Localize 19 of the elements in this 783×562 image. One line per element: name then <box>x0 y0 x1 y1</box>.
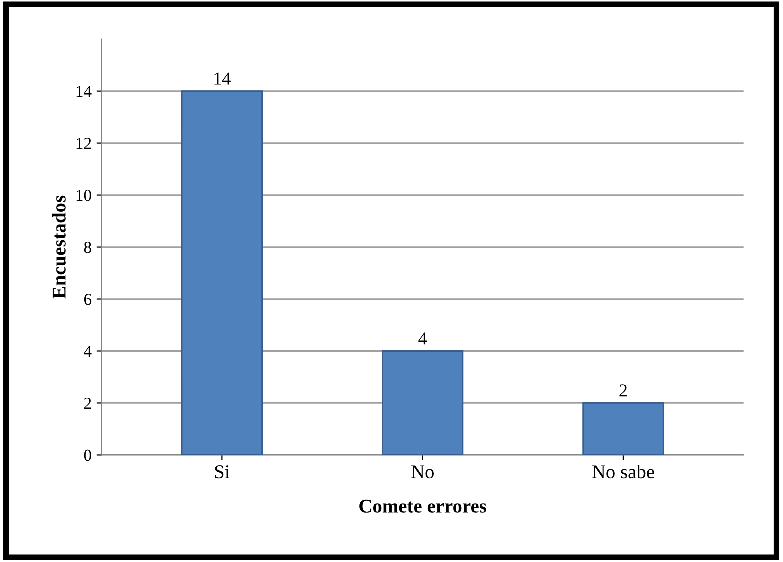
data-label: 4 <box>418 332 428 345</box>
x-tick-label: No <box>411 466 434 479</box>
y-tick-label: 0 <box>84 450 92 462</box>
bar <box>382 350 464 456</box>
y-tick-label: 14 <box>76 86 92 98</box>
y-tick-label: 6 <box>84 294 92 306</box>
x-tick-label: No sabe <box>592 464 654 479</box>
x-tick-label: Si <box>215 466 230 479</box>
bar <box>582 402 664 456</box>
y-tick-label: 4 <box>84 346 92 358</box>
y-axis-title: Encuestados <box>52 196 66 299</box>
bar <box>181 90 263 456</box>
y-tick-label: 10 <box>76 190 92 202</box>
data-label: 2 <box>620 384 627 397</box>
data-label: 14 <box>214 72 231 85</box>
y-tick-label: 8 <box>84 242 92 254</box>
x-axis-title: Comete errores <box>360 500 486 513</box>
y-tick-label: 12 <box>76 138 92 150</box>
y-tick-label: 2 <box>84 398 92 410</box>
